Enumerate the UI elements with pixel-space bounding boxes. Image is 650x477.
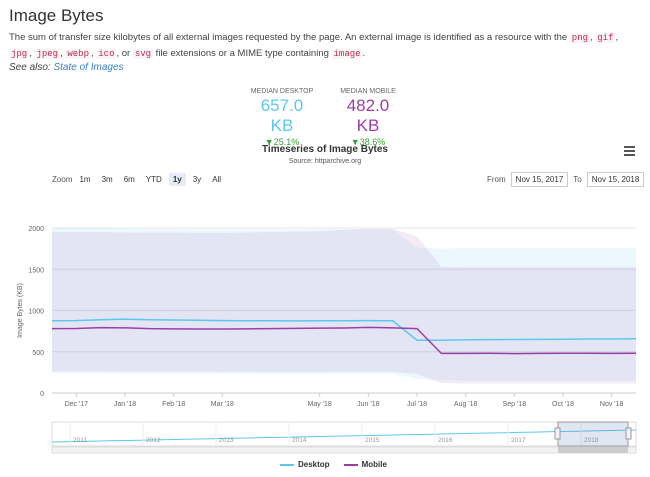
chart-subtitle: Source: httparchive.org bbox=[288, 158, 362, 165]
stat-mobile-label: Median Mobile bbox=[340, 88, 396, 95]
y-tick-label: 2000 bbox=[28, 226, 44, 233]
see-also: See also: State of Images bbox=[9, 62, 124, 73]
to-label: To bbox=[573, 175, 582, 184]
x-tick-label: Oct '18 bbox=[552, 401, 574, 408]
zoom-all-button[interactable]: All bbox=[212, 175, 222, 184]
y-tick-label: 1000 bbox=[28, 309, 44, 316]
from-date-input[interactable]: Nov 15, 2017 bbox=[510, 172, 569, 187]
band-desktop bbox=[52, 228, 636, 381]
ext-png: png bbox=[569, 33, 590, 43]
ext-webp: webp bbox=[65, 49, 91, 59]
zoom-controls: Zoom 1m 3m 6m YTD 1y 3y All bbox=[52, 173, 225, 186]
navigator-year-label: 2018 bbox=[584, 437, 599, 444]
to-date-input[interactable]: Nov 15, 2018 bbox=[586, 172, 645, 187]
stat-desktop-change: ▼25.1% bbox=[264, 137, 300, 147]
x-tick-label: Jan '18 bbox=[114, 401, 136, 408]
y-tick-label: 500 bbox=[32, 350, 44, 357]
y-tick-label: 0 bbox=[40, 391, 44, 398]
series-line-mobile[interactable] bbox=[51, 326, 637, 355]
ext-jpeg: jpeg bbox=[34, 49, 61, 59]
x-tick-label: Nov '18 bbox=[600, 401, 624, 408]
x-tick-label: Dec '17 bbox=[65, 401, 89, 408]
band-mobile bbox=[52, 228, 636, 384]
x-tick-label: May '18 bbox=[308, 401, 332, 408]
legend-mobile-swatch bbox=[343, 463, 358, 466]
navigator-year-label: 2012 bbox=[146, 437, 161, 444]
zoom-1y-button[interactable]: 1y bbox=[168, 173, 186, 186]
desc-text-1: The sum of transfer size kilobytes of al… bbox=[9, 32, 570, 43]
legend-desktop[interactable]: Desktop bbox=[280, 460, 330, 469]
legend: Desktop Mobile bbox=[280, 460, 387, 469]
stat-desktop-value: 657.0 KB bbox=[260, 96, 304, 135]
desc-text-2: file extensions or a MIME type containin… bbox=[153, 48, 332, 59]
series-line-desktop[interactable] bbox=[51, 318, 637, 341]
chart-title: Timeseries of Image Bytes bbox=[262, 144, 388, 155]
stat-mobile-change: ▼38.6% bbox=[350, 137, 386, 147]
y-axis-label: Image Bytes (KB) bbox=[17, 283, 24, 338]
zoom-6m-button[interactable]: 6m bbox=[123, 175, 135, 184]
zoom-1m-button[interactable]: 1m bbox=[79, 175, 91, 184]
from-label: From bbox=[487, 175, 506, 184]
scrollbar-track[interactable] bbox=[51, 446, 637, 454]
stat-mobile: Median Mobile 482.0 KB ▼38.6% bbox=[334, 88, 402, 147]
x-tick-label: Mar '18 bbox=[211, 401, 234, 408]
zoom-3m-button[interactable]: 3m bbox=[101, 175, 113, 184]
ext-jpg: jpg bbox=[9, 49, 30, 59]
navigator-year-label: 2016 bbox=[438, 437, 453, 444]
navigator-handle-left[interactable] bbox=[554, 427, 561, 440]
ext-svg: svg bbox=[132, 49, 154, 59]
navigator[interactable] bbox=[51, 421, 637, 447]
stat-mobile-value: 482.0 KB bbox=[346, 96, 390, 135]
y-tick-label: 1500 bbox=[28, 267, 44, 274]
page-title: Image Bytes bbox=[9, 6, 104, 25]
scrollbar-thumb[interactable] bbox=[558, 447, 628, 453]
see-also-label: See also: bbox=[9, 62, 51, 73]
x-tick-label: Jul '18 bbox=[407, 401, 427, 408]
navigator-line bbox=[51, 429, 637, 443]
x-tick-label: Aug '18 bbox=[454, 401, 478, 408]
navigator-year-label: 2013 bbox=[219, 437, 234, 444]
navigator-year-label: 2011 bbox=[73, 437, 87, 444]
navigator-year-label: 2015 bbox=[365, 437, 380, 444]
mime-image: image bbox=[331, 49, 363, 59]
state-of-images-link[interactable]: State of Images bbox=[53, 62, 124, 73]
navigator-year-label: 2017 bbox=[511, 437, 526, 444]
navigator-selection[interactable] bbox=[557, 421, 629, 447]
description: The sum of transfer size kilobytes of al… bbox=[9, 32, 619, 59]
legend-desktop-swatch bbox=[280, 463, 294, 466]
stat-desktop-label: Median Desktop bbox=[250, 88, 314, 95]
ext-gif: gif bbox=[595, 33, 616, 43]
x-tick-label: Sep '18 bbox=[503, 401, 527, 408]
navigator-year-label: 2014 bbox=[292, 437, 307, 444]
desc-text-3: . bbox=[362, 48, 366, 59]
x-tick-label: Feb '18 bbox=[162, 401, 185, 408]
date-range: From Nov 15, 2017 To Nov 15, 2018 bbox=[487, 172, 645, 187]
x-tick-label: Jun '18 bbox=[357, 401, 379, 408]
zoom-label: Zoom bbox=[52, 175, 73, 184]
navigator-handle-right[interactable] bbox=[625, 427, 632, 440]
ext-ico: ico bbox=[96, 49, 117, 59]
hamburger-menu-icon[interactable] bbox=[624, 146, 635, 158]
legend-mobile-label: Mobile bbox=[361, 460, 387, 469]
zoom-3y-button[interactable]: 3y bbox=[192, 175, 202, 184]
legend-desktop-label: Desktop bbox=[298, 460, 330, 469]
legend-mobile[interactable]: Mobile bbox=[343, 460, 387, 469]
zoom-ytd-button[interactable]: YTD bbox=[145, 175, 162, 184]
stat-desktop: Median Desktop 657.0 KB ▼25.1% bbox=[248, 88, 316, 147]
